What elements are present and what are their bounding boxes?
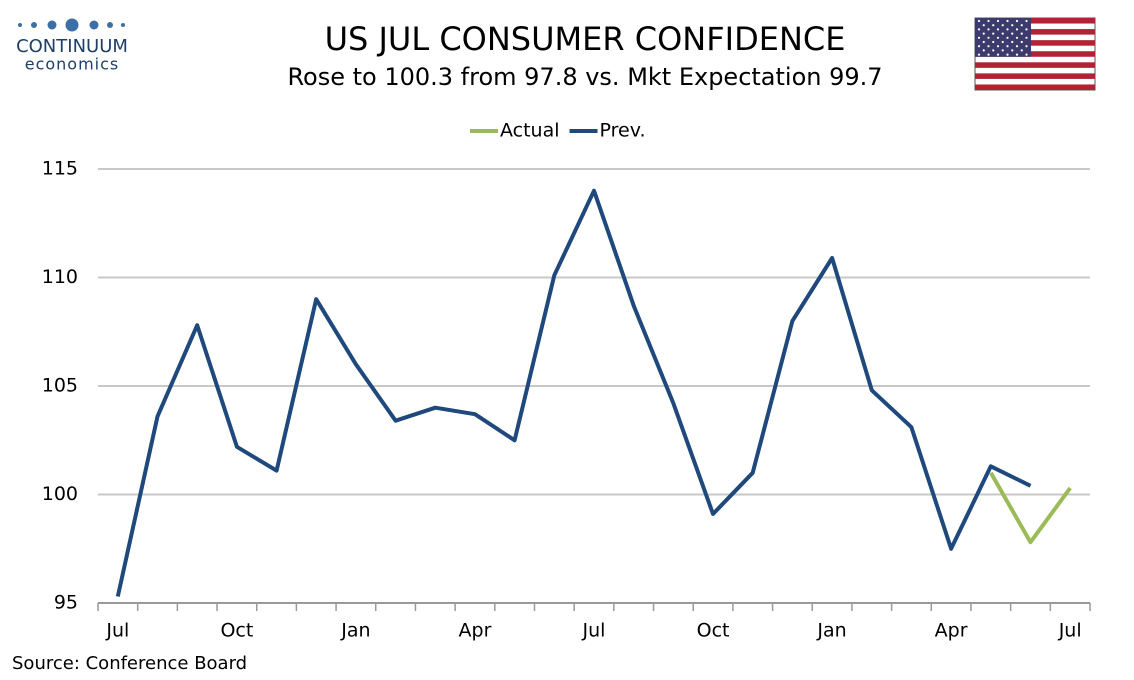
logo: CONTINUUM economics <box>16 18 128 74</box>
flag-star <box>1001 32 1004 35</box>
flag-star <box>996 53 1000 56</box>
flag-star <box>992 24 995 27</box>
flag-star <box>1011 40 1014 44</box>
flag-star <box>1020 40 1023 44</box>
flag-star <box>1006 19 1009 23</box>
y-tick-label: 95 <box>54 592 78 614</box>
flag-star <box>1011 49 1014 52</box>
logo-dot <box>89 20 99 30</box>
flag-star <box>1015 45 1019 48</box>
flag-star <box>1001 49 1004 52</box>
flag-stripe <box>975 29 1095 35</box>
x-tick-label: Jul <box>582 620 606 642</box>
flag-star <box>1015 36 1019 39</box>
flag-star <box>1020 24 1023 27</box>
flag-star <box>977 19 981 23</box>
flag-star <box>982 40 985 44</box>
flag-star <box>1006 45 1009 48</box>
logo-dot <box>121 23 125 27</box>
flag-star <box>1025 45 1028 48</box>
flag-star <box>1001 24 1004 27</box>
flag-stripe <box>975 62 1095 68</box>
flag-star <box>982 32 985 35</box>
x-tick-label: Oct <box>220 620 253 642</box>
flag-star <box>996 36 1000 39</box>
flag-star <box>1011 32 1014 35</box>
flag-star <box>992 40 995 44</box>
logo-dot <box>18 23 22 27</box>
series-line <box>115 188 1032 597</box>
flag-star <box>1020 49 1023 52</box>
x-tick-label: Apr <box>459 620 492 642</box>
flag-star <box>996 19 1000 23</box>
source: Source: Conference Board <box>12 653 247 674</box>
x-tick-label: Oct <box>697 620 730 642</box>
x-tick-label: Jul <box>1058 620 1082 642</box>
flag-star <box>1025 53 1028 56</box>
flag-star <box>987 45 990 48</box>
logo-dot <box>65 18 79 32</box>
x-tick-label: Jan <box>340 620 370 642</box>
y-tick-label: 105 <box>42 375 78 397</box>
flag-star <box>987 19 990 23</box>
chart-subtitle: Rose to 100.3 from 97.8 vs. Mkt Expectat… <box>287 63 882 91</box>
logo-name: CONTINUUM <box>16 36 128 57</box>
flag-star <box>1011 24 1014 27</box>
flag-star <box>977 36 981 39</box>
legend-label: Actual <box>500 120 560 142</box>
chart-title: US JUL CONSUMER CONFIDENCE <box>325 20 846 58</box>
flag-star <box>1006 36 1009 39</box>
flag-stripe <box>975 73 1095 79</box>
flag-star <box>987 28 990 31</box>
flag-stripe <box>975 51 1095 57</box>
flag-star <box>996 45 1000 48</box>
flag-star <box>1025 19 1028 23</box>
logo-dot <box>31 22 37 28</box>
flag-star <box>977 53 981 56</box>
flag-stripe <box>975 18 1095 24</box>
logo-dot <box>47 20 57 30</box>
flag-star <box>977 45 981 48</box>
logo-dot <box>107 22 113 28</box>
flag-star <box>977 28 981 31</box>
series-line <box>989 471 1072 545</box>
flag-star <box>987 53 990 56</box>
flag-star <box>992 49 995 52</box>
y-tick-label: 100 <box>42 483 78 505</box>
flag-star <box>1006 53 1009 56</box>
y-tick-label: 110 <box>42 266 78 288</box>
flag-star <box>992 32 995 35</box>
flag-star <box>996 28 1000 31</box>
flag-star <box>1015 53 1019 56</box>
flag-star <box>1006 28 1009 31</box>
flag <box>974 17 1096 91</box>
legend-label: Prev. <box>600 120 646 142</box>
flag-star <box>982 49 985 52</box>
flag-stripe <box>975 40 1095 46</box>
flag-star <box>1025 28 1028 31</box>
flag-star <box>982 24 985 27</box>
flag-star <box>1015 19 1019 23</box>
flag-star <box>1020 32 1023 35</box>
logo-tagline: economics <box>25 55 120 74</box>
flag-star <box>987 36 990 39</box>
x-tick-label: Jan <box>816 620 846 642</box>
flag-star <box>1025 36 1028 39</box>
flag-star <box>1001 40 1004 44</box>
flag-star <box>1015 28 1019 31</box>
flag-stripe <box>975 84 1095 90</box>
y-tick-label: 115 <box>42 158 78 180</box>
x-tick-label: Jul <box>105 620 129 642</box>
x-tick-label: Apr <box>935 620 968 642</box>
